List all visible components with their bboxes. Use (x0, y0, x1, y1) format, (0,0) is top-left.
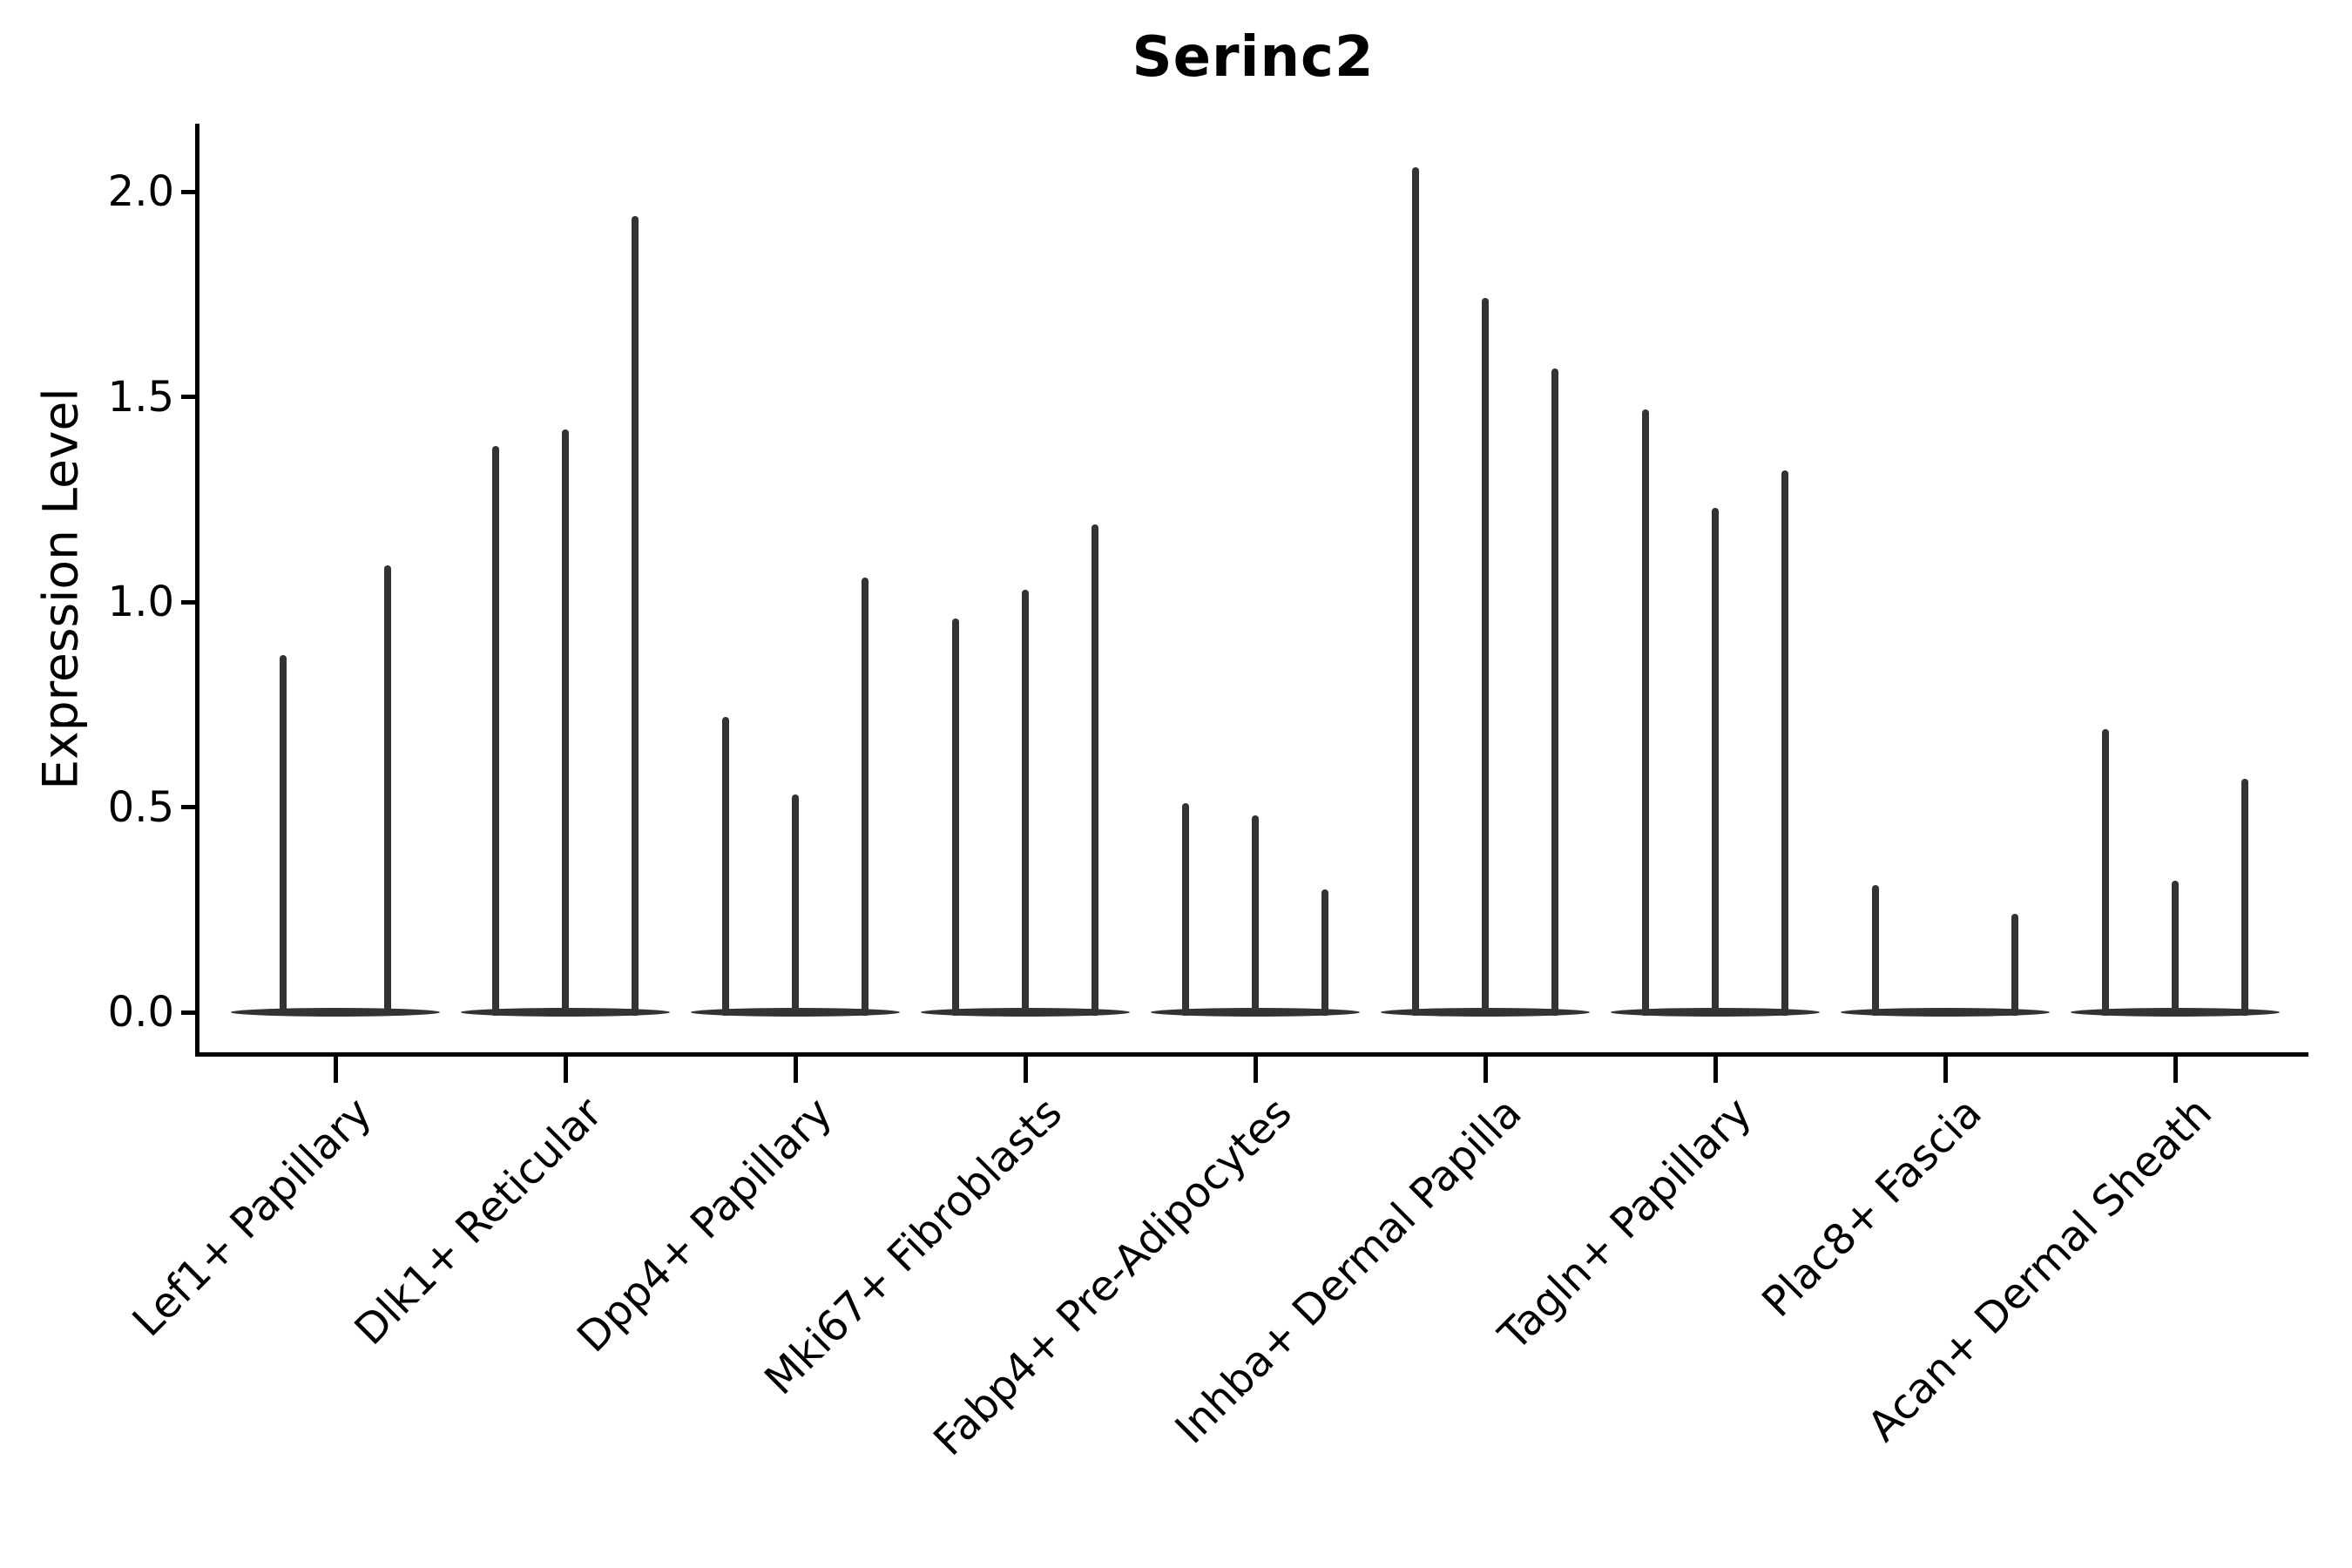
x-tick-mark (1253, 1057, 1258, 1083)
y-tick-mark (181, 599, 195, 605)
violin-spike (562, 429, 569, 1016)
x-tick-label: Plac8+ Fascia (1753, 1088, 1991, 1327)
x-tick-label: Dpp4+ Papillary (567, 1088, 841, 1362)
violin-spike (1712, 507, 1719, 1016)
violin-spike (952, 618, 959, 1016)
y-tick-label: 0.0 (107, 988, 174, 1037)
x-tick-mark (563, 1057, 568, 1083)
violin-spike (1642, 409, 1649, 1016)
x-tick-mark (1713, 1057, 1718, 1083)
x-tick-mark (1483, 1057, 1488, 1083)
y-tick-mark (181, 189, 195, 194)
violin-spike (1092, 524, 1098, 1016)
x-tick-mark (333, 1057, 338, 1083)
violin-spike (1781, 470, 1788, 1016)
violin-spike (1872, 884, 1879, 1016)
y-tick-mark (181, 395, 195, 399)
violin-spike (1482, 298, 1489, 1016)
y-tick-mark (181, 1010, 195, 1015)
violin-spike (632, 216, 639, 1016)
x-tick-mark (1023, 1057, 1028, 1083)
violin-spike (1252, 814, 1259, 1016)
violin-spike (792, 794, 799, 1016)
x-axis-spine (195, 1052, 2308, 1057)
violin-spike (1551, 368, 1558, 1016)
y-tick-label: 0.5 (107, 782, 174, 832)
chart-title: Serinc2 (1132, 25, 1375, 90)
y-axis-spine (195, 124, 199, 1057)
violin-base (231, 1008, 440, 1017)
violin-spike (1022, 589, 1029, 1016)
violin-spike (1182, 802, 1189, 1016)
y-tick-label: 1.5 (107, 372, 174, 422)
violin-spike (722, 716, 729, 1016)
x-tick-label: Dlk1+ Reticular (345, 1088, 612, 1355)
x-tick-label: Lef1+ Papillary (123, 1088, 382, 1347)
violin-spike (384, 564, 391, 1016)
violin-spike (492, 446, 499, 1016)
violin-spike (2102, 729, 2109, 1016)
y-tick-label: 2.0 (107, 167, 174, 216)
violin-spike (280, 655, 287, 1016)
violin-base (1841, 1008, 2050, 1017)
violin-spike (2241, 778, 2248, 1016)
y-tick-mark (181, 805, 195, 809)
violin-spike (2172, 881, 2179, 1016)
x-tick-mark (1943, 1057, 1948, 1083)
violin-spike (1412, 166, 1419, 1016)
violin-spike (1321, 889, 1328, 1016)
x-tick-mark (2173, 1057, 2178, 1083)
y-tick-label: 1.0 (107, 578, 174, 626)
x-tick-label: Tagln+ Papillary (1490, 1088, 1761, 1360)
violin-spike (862, 577, 868, 1016)
x-tick-mark (793, 1057, 798, 1083)
violin-spike (2011, 913, 2018, 1016)
